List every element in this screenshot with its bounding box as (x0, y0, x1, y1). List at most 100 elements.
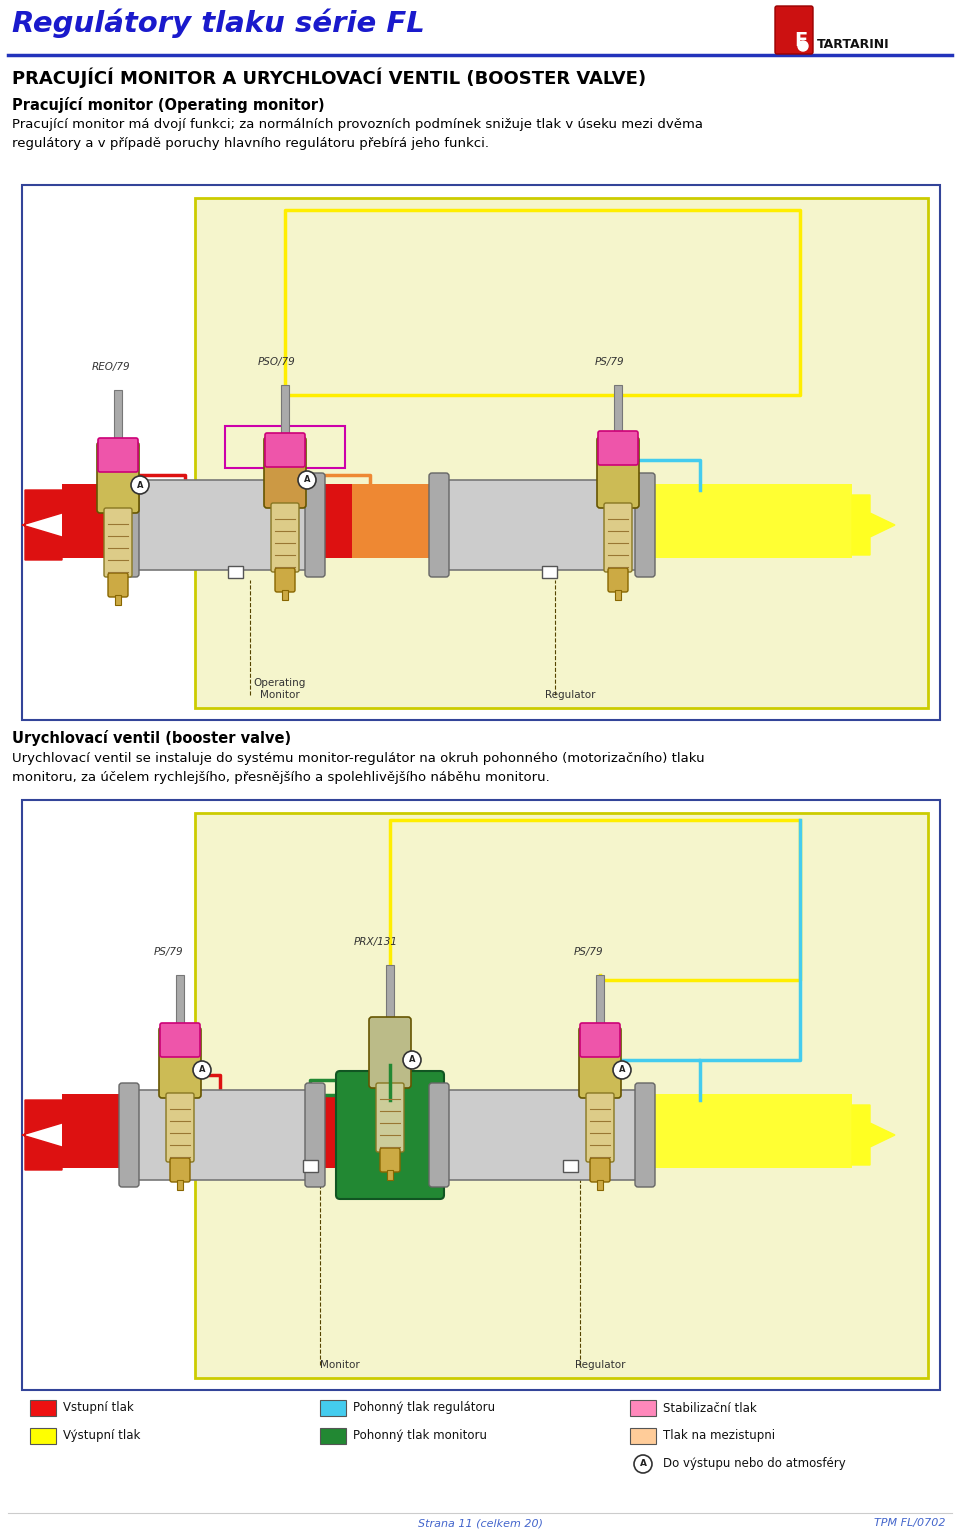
FancyBboxPatch shape (380, 1148, 400, 1173)
Text: A: A (639, 1460, 646, 1468)
FancyBboxPatch shape (275, 569, 295, 592)
Text: Regulator: Regulator (575, 1360, 625, 1369)
Text: Urychlovací ventil se instaluje do systému monitor-regulátor na okruh pohonného : Urychlovací ventil se instaluje do systé… (12, 752, 705, 784)
FancyBboxPatch shape (775, 6, 813, 54)
FancyBboxPatch shape (98, 438, 138, 472)
Bar (114, 390, 122, 446)
FancyBboxPatch shape (336, 1071, 444, 1199)
Circle shape (131, 476, 149, 493)
Text: Do výstupu nebo do atmosféry: Do výstupu nebo do atmosféry (663, 1457, 846, 1471)
Text: Stabilizační tlak: Stabilizační tlak (663, 1402, 756, 1414)
Circle shape (193, 1061, 211, 1079)
Bar (614, 384, 622, 440)
FancyBboxPatch shape (429, 473, 449, 576)
FancyBboxPatch shape (265, 433, 305, 467)
FancyBboxPatch shape (166, 1093, 194, 1162)
Bar (281, 384, 289, 440)
Polygon shape (22, 490, 62, 559)
Bar (597, 1180, 603, 1190)
Bar (320, 1428, 346, 1443)
Bar (303, 1160, 318, 1173)
Text: Regulátory tlaku série FL: Regulátory tlaku série FL (12, 8, 424, 37)
Bar (630, 1400, 656, 1416)
Text: Pohonný tlak monitoru: Pohonný tlak monitoru (353, 1429, 487, 1443)
Bar (542, 566, 557, 578)
Text: Tlak na mezistupni: Tlak na mezistupni (663, 1429, 775, 1443)
FancyBboxPatch shape (369, 1017, 411, 1088)
Circle shape (613, 1061, 631, 1079)
Bar (62, 1094, 842, 1168)
Bar (30, 1400, 56, 1416)
Bar (592, 484, 852, 558)
Text: Pracující monitor (Operating monitor): Pracující monitor (Operating monitor) (12, 97, 324, 114)
Bar (630, 1428, 656, 1443)
Text: PRX/131: PRX/131 (354, 938, 398, 947)
FancyBboxPatch shape (159, 1027, 201, 1097)
Bar (22, 799, 940, 1389)
FancyBboxPatch shape (126, 1090, 314, 1180)
FancyBboxPatch shape (305, 1084, 325, 1187)
FancyBboxPatch shape (598, 430, 638, 466)
Bar (320, 1400, 346, 1416)
Text: PS/79: PS/79 (574, 947, 604, 958)
Text: Pohonný tlak regulátoru: Pohonný tlak regulátoru (353, 1402, 495, 1414)
FancyBboxPatch shape (376, 1084, 404, 1153)
Bar (177, 1180, 183, 1190)
Bar (385, 1105, 395, 1150)
Polygon shape (852, 495, 895, 555)
FancyBboxPatch shape (635, 1084, 655, 1187)
FancyBboxPatch shape (126, 480, 314, 570)
Bar (228, 566, 243, 578)
Bar (225, 426, 345, 467)
FancyBboxPatch shape (590, 1157, 610, 1182)
FancyBboxPatch shape (436, 480, 644, 570)
Text: Pracující monitor má dvojí funkci; za normálních provozních podmínek snižuje tla: Pracující monitor má dvojí funkci; za no… (12, 118, 703, 151)
Text: TARTARINI: TARTARINI (817, 38, 890, 51)
FancyBboxPatch shape (119, 473, 139, 576)
Circle shape (403, 1051, 421, 1070)
Bar (195, 813, 928, 1379)
FancyBboxPatch shape (160, 1024, 200, 1057)
Text: Urychlovací ventil (booster valve): Urychlovací ventil (booster valve) (12, 730, 291, 745)
Text: Operating
Monitor: Operating Monitor (253, 678, 306, 699)
Bar (387, 1170, 393, 1180)
Bar (352, 484, 592, 558)
Text: PRACUJÍCÍ MONITOR A URYCHLOVACÍ VENTIL (BOOSTER VALVE): PRACUJÍCÍ MONITOR A URYCHLOVACÍ VENTIL (… (12, 68, 646, 88)
Bar (615, 590, 621, 599)
FancyBboxPatch shape (108, 573, 128, 596)
FancyBboxPatch shape (97, 443, 139, 513)
Circle shape (634, 1456, 652, 1472)
Bar (30, 1428, 56, 1443)
FancyBboxPatch shape (104, 509, 132, 576)
FancyBboxPatch shape (608, 569, 628, 592)
Bar (115, 595, 121, 606)
Polygon shape (852, 1105, 895, 1165)
Text: PS/79: PS/79 (595, 357, 625, 367)
Text: PSO/79: PSO/79 (258, 357, 296, 367)
Text: Monitor: Monitor (320, 1360, 360, 1369)
Text: TPM FL/0702: TPM FL/0702 (874, 1519, 945, 1528)
FancyBboxPatch shape (119, 1084, 139, 1187)
FancyBboxPatch shape (305, 473, 325, 576)
Bar (596, 974, 604, 1030)
Bar (563, 1160, 578, 1173)
Bar (282, 590, 288, 599)
Bar (592, 1094, 852, 1168)
FancyBboxPatch shape (429, 1084, 449, 1187)
FancyBboxPatch shape (580, 1024, 620, 1057)
Text: Strana 11 (celkem 20): Strana 11 (celkem 20) (418, 1519, 542, 1528)
Text: F: F (794, 31, 807, 51)
Text: A: A (136, 481, 143, 489)
FancyBboxPatch shape (597, 437, 639, 509)
FancyBboxPatch shape (635, 473, 655, 576)
Bar (22, 184, 940, 719)
Bar (176, 974, 184, 1030)
FancyBboxPatch shape (579, 1027, 621, 1097)
Text: PS/79: PS/79 (154, 947, 183, 958)
Bar (386, 965, 394, 1021)
Bar (62, 484, 352, 558)
Circle shape (798, 41, 808, 51)
Circle shape (298, 470, 316, 489)
Text: A: A (199, 1065, 205, 1074)
Text: A: A (619, 1065, 625, 1074)
